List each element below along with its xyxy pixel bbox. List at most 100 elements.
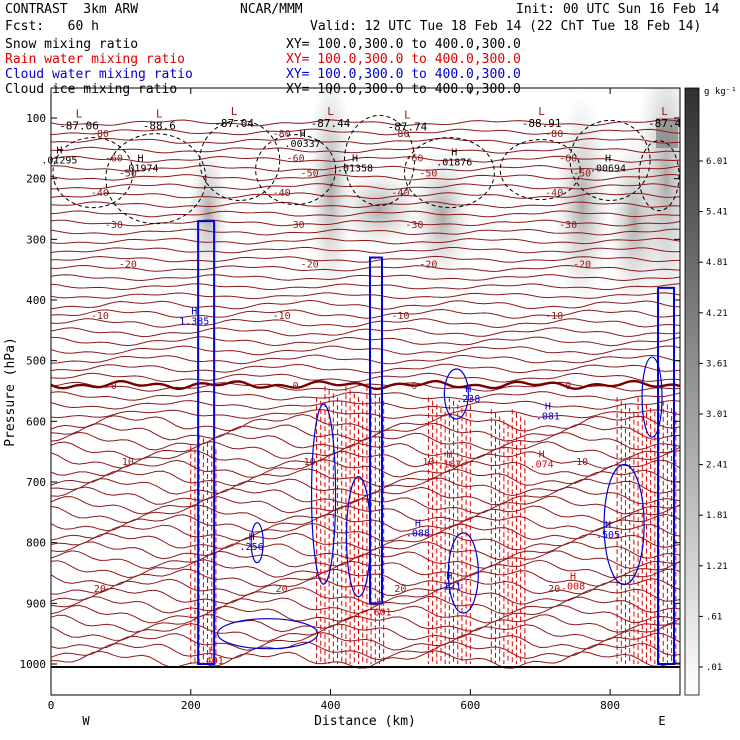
x-axis-label: Distance (km): [314, 714, 416, 729]
legend-cloud-water-label: Cloud water mixing ratio: [5, 67, 193, 82]
plot-frame: [50, 87, 681, 696]
maximum-value: .00337: [285, 139, 321, 150]
maximum-h-label: H: [539, 449, 545, 460]
y-tick-label: 800: [26, 537, 46, 550]
temperature-contour: [51, 173, 680, 182]
temperature-contour: [51, 614, 680, 633]
temperature-contour: [51, 264, 680, 272]
maximum-h-label: H: [605, 153, 611, 164]
temperature-contour: [51, 541, 680, 561]
colorbar-label: 1.81: [706, 511, 728, 521]
temperature-contour: [51, 413, 680, 433]
maximum-value: .01876: [436, 157, 472, 168]
maximum-h-label: H: [249, 532, 255, 543]
temperature-contour: [51, 119, 680, 127]
temperature-label: -30: [405, 220, 423, 231]
cloud-water-contour: [250, 522, 264, 564]
maximum-value: .081: [536, 412, 560, 423]
maximum-h-label: H: [415, 519, 421, 530]
temperature-contour: [51, 495, 680, 515]
legend-rain-label: Rain water mixing ratio: [5, 52, 186, 67]
temperature-contour: [51, 246, 680, 254]
maximum-h-label: H: [570, 571, 576, 582]
temperature-label: -50: [573, 169, 591, 180]
y-tick-label: 900: [26, 597, 46, 610]
cloud-water-contour: [603, 463, 645, 586]
cloud-water-contour: [345, 475, 372, 598]
temperature-label: -50: [119, 169, 137, 180]
temperature-contour: [51, 308, 680, 319]
forecast-hour: Fcst: 60 h: [5, 19, 99, 34]
maximum-h-label: H: [300, 129, 306, 140]
temperature-label: -40: [545, 188, 563, 199]
temperature-label: -20: [301, 260, 319, 271]
x-tick-label: 800: [600, 699, 620, 712]
snow-contour: [255, 134, 337, 206]
snow-contour: [569, 119, 651, 201]
x-tick-label: 200: [181, 699, 201, 712]
maximum-value: .088: [406, 529, 430, 540]
x-tick-label: 400: [321, 699, 341, 712]
cloud-water-contour: [310, 403, 337, 585]
temperature-label: -20: [573, 260, 591, 271]
low-value: -88.91: [522, 117, 562, 130]
y-tick-label: 300: [26, 233, 46, 246]
temperature-contour: [51, 450, 680, 470]
colorbar-label: 3.61: [706, 359, 728, 369]
temperature-contour: [51, 201, 680, 209]
maximum-h-label: H: [545, 402, 551, 413]
temperature-contour: [51, 604, 680, 624]
maximum-h-label: H: [605, 520, 611, 531]
temperature-contour: [51, 409, 680, 419]
temperature-label: 0: [293, 381, 299, 392]
low-value: -88.6: [143, 119, 176, 132]
colorbar-label: 6.01: [706, 157, 728, 167]
colorbar-label: 4.21: [706, 309, 728, 319]
maximum-value: .238: [456, 394, 480, 405]
temperature-contour: [51, 381, 680, 392]
cloud-water-contour: [217, 618, 319, 650]
y-tick-label: 500: [26, 355, 46, 368]
temperature-contour: [51, 650, 680, 669]
snow-contour: [403, 137, 495, 209]
init-time: Init: 00 UTC Sun 16 Feb 14: [516, 2, 720, 17]
temperature-label: -80: [545, 129, 563, 140]
temperature-contour: [51, 390, 680, 401]
temperature-contour: [51, 513, 680, 533]
maximum-value: .121: [437, 581, 461, 592]
maximum-value: 1.385: [179, 316, 209, 327]
legend-snow-label: Snow mixing ratio: [5, 37, 139, 52]
maximum-value: .187: [437, 459, 461, 470]
temperature-contour: [51, 327, 680, 338]
temperature-contour: [51, 363, 680, 374]
temperature-label: 10: [576, 457, 588, 468]
low-value: -87.74: [388, 120, 428, 133]
temperature-contour: [51, 146, 680, 154]
temperature-label: -10: [91, 311, 109, 322]
maximum-value: .01358: [337, 163, 373, 174]
maximum-h-label: H: [191, 306, 197, 317]
temperature-contour: [51, 210, 680, 218]
temperature-label: -40: [91, 188, 109, 199]
temperature-contour: [51, 164, 680, 172]
temperature-contour: [51, 354, 680, 365]
shaded-plume: [636, 88, 680, 329]
temperature-contour: [51, 399, 680, 410]
cloud-water-contour: [443, 368, 469, 420]
temperature-contour: [51, 586, 680, 606]
org-title: NCAR/MMM: [240, 2, 303, 17]
colorbar-label: 4.81: [706, 258, 728, 268]
cloud-water-tower: [197, 220, 216, 665]
maximum-h-label: H: [376, 597, 382, 608]
temperature-contour: [51, 283, 680, 291]
temperature-label: -80: [273, 129, 291, 140]
temperature-contour: [51, 431, 680, 451]
low-letter: L: [327, 105, 334, 118]
maximum-value: .256: [240, 542, 264, 553]
temperature-contour: [51, 550, 680, 570]
temperature-label: -30: [287, 220, 305, 231]
maximum-h-label: H: [451, 147, 457, 158]
maximum-h-label: H: [137, 153, 143, 164]
cloud-water-contour: [447, 532, 479, 614]
